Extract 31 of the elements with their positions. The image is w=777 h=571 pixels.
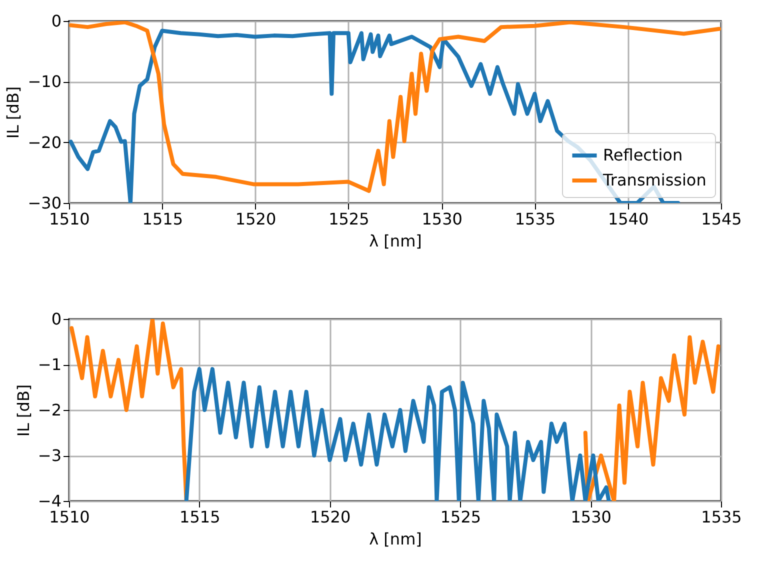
x-tick-label: 1520 — [235, 210, 276, 228]
y-tick-label: −4 — [38, 492, 62, 510]
y-tick-label: −10 — [28, 72, 62, 92]
y-axis-title: IL [dB] — [4, 86, 23, 139]
x-tick-label: 1520 — [310, 508, 351, 526]
x-tick-label: 1510 — [49, 508, 90, 526]
line-series — [184, 367, 611, 501]
x-tick-label: 1535 — [701, 508, 742, 526]
y-tick-label: −1 — [38, 355, 62, 374]
x-tick-label: 1530 — [422, 210, 462, 228]
x-tick-label: 1515 — [142, 210, 183, 228]
x-tick-label: 1530 — [570, 508, 612, 526]
y-tick-label: 0 — [51, 12, 62, 30]
x-tick-label: 1515 — [180, 508, 220, 526]
legend-label: Transmission — [602, 170, 706, 190]
y-axis-title: IL [dB] — [14, 384, 33, 437]
y-tick-label: 0 — [51, 310, 62, 328]
x-axis-title: λ [nm] — [369, 530, 422, 548]
y-tick-label: −2 — [38, 400, 62, 420]
y-tick-label: −20 — [28, 132, 62, 152]
x-tick-label: 1525 — [328, 210, 370, 228]
x-tick-label: 1525 — [440, 508, 482, 526]
x-tick-label: 1545 — [701, 210, 742, 228]
y-tick-label: −30 — [28, 194, 62, 212]
x-axis-title: λ [nm] — [369, 232, 422, 250]
y-tick-label: −3 — [38, 446, 62, 465]
x-tick-label: 1540 — [608, 210, 649, 228]
legend-label: Reflection — [603, 146, 683, 164]
x-tick-label: 1535 — [514, 210, 556, 228]
line-series — [583, 335, 720, 501]
x-tick-label: 1510 — [49, 210, 90, 228]
